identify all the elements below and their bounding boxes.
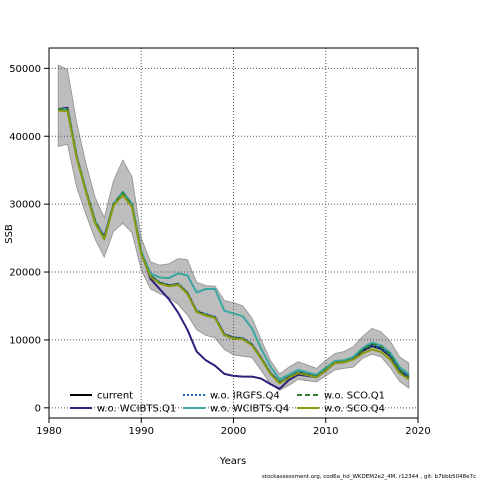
confidence-band: [57, 64, 410, 391]
legend-label-3: w.o. WCIBTS.Q4: [210, 404, 289, 415]
y-tick-label: 50000: [9, 64, 41, 75]
series-layer: [58, 106, 410, 390]
legend: current w.o. WCIBTS.Q1 w.o. IRGFS.Q4 w.o. W…: [70, 391, 385, 415]
x-tick-label: 2010: [313, 426, 338, 437]
x-tick-label: 2020: [405, 426, 430, 437]
x-tick-label: 1990: [129, 426, 154, 437]
legend-label-0: current: [97, 391, 133, 402]
footer-credit: stockassessment.org, cod6a_hd_WKDEM2e2_4…: [262, 474, 476, 480]
y-tick-label: 30000: [9, 200, 41, 211]
legend-label-2: w.o. IRGFS.Q4: [210, 391, 280, 402]
y-tick-label: 10000: [9, 335, 41, 346]
series-line-5: [58, 109, 410, 385]
x-tick-label: 1980: [36, 426, 61, 437]
axis-layer: 1980 1990 2000 2010 2020 0 10000 20000 30000 4000…: [9, 64, 431, 437]
confidence-band-layer: [57, 64, 410, 391]
y-tick-label: 0: [35, 403, 41, 414]
y-axis-title: SSB: [4, 224, 15, 244]
legend-label-5: w.o. SCO.Q4: [324, 404, 385, 415]
legend-label-1: w.o. WCIBTS.Q1: [97, 404, 176, 415]
x-tick-label: 2000: [221, 426, 246, 437]
x-axis-title: Years: [219, 456, 246, 467]
y-tick-label: 40000: [9, 132, 41, 143]
y-tick-label: 20000: [9, 268, 41, 279]
legend-label-4: w.o. SCO.Q1: [324, 391, 385, 402]
